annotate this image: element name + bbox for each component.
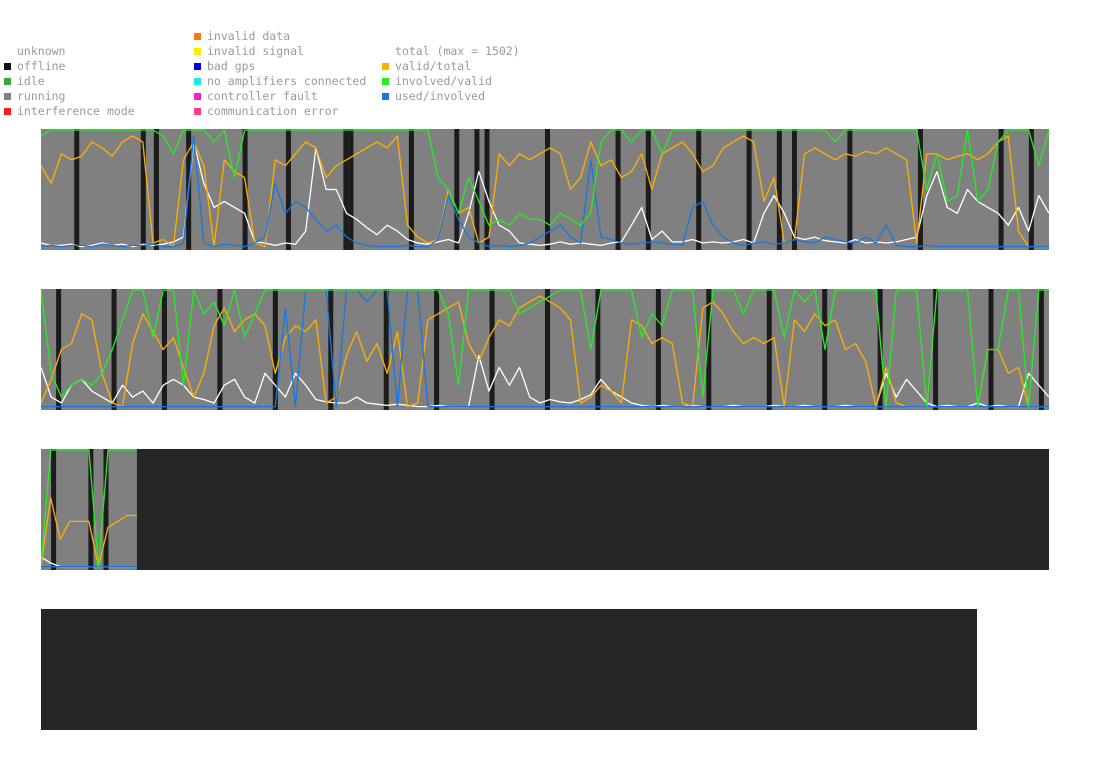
offline-mark [917,129,923,250]
series-line-valid-total [41,496,137,568]
legend-label: used/involved [395,89,486,103]
offline-mark [706,289,712,410]
status-segment-offline [136,449,1049,570]
legend-swatch [4,93,11,100]
series-line-valid-total [41,135,1049,248]
legend-label: involved/valid [395,74,492,88]
offline-mark [74,129,80,250]
legend-swatch [4,63,11,70]
offline-mark [1028,129,1034,250]
offline-mark [348,129,354,250]
offline-mark [408,129,414,250]
legend-swatch [4,78,11,85]
offline-mark [615,129,621,250]
chart-panel-4 [41,609,977,730]
legend-label: communication error [207,104,339,118]
legend-label: controller fault [207,89,318,103]
offline-mark [1038,289,1044,410]
series-line-total [41,141,1049,248]
offline-mark [153,129,159,250]
offline-mark [766,289,772,410]
offline-mark [746,129,752,250]
offline-mark [434,289,440,410]
offline-mark [847,129,853,250]
legend-label: bad gps [207,59,256,73]
chart-panel-1 [41,129,1049,250]
offline-mark [383,289,389,410]
legend-label: invalid signal [207,44,304,58]
legend-swatch [4,108,11,115]
legend-label: idle [17,74,45,88]
legend-swatch [194,48,201,55]
legend-swatch [382,63,389,70]
status-segment-offline [41,609,977,730]
offline-mark [933,289,939,410]
legend-label: total (max = 1502) [395,44,520,58]
offline-mark [645,129,651,250]
chart-svg [41,289,1049,410]
legend-label: offline [17,59,66,73]
legend-swatch [194,63,201,70]
offline-mark [545,289,550,410]
legend-label: running [17,89,66,103]
offline-mark [285,129,291,250]
chart-panel-2 [41,289,1049,410]
series-line-total [41,354,1049,408]
legend-swatch [382,93,389,100]
offline-mark [655,289,661,410]
offline-mark [103,449,109,570]
offline-mark [474,129,480,250]
offline-mark [56,289,62,410]
legend-label: interference mode [17,104,135,118]
series-line-involved-valid [41,449,137,568]
legend-swatch [382,78,389,85]
legend-swatch [194,93,201,100]
chart-svg [41,449,1049,570]
offline-mark [217,289,223,410]
offline-mark [776,129,782,250]
offline-mark [877,289,883,410]
offline-mark [272,289,278,410]
offline-mark [595,289,601,410]
offline-mark [696,129,702,250]
legend-swatch [194,108,201,115]
chart-svg [41,129,1049,250]
series-line-involved-valid [41,129,1049,226]
legend-label: no amplifiers connected [207,74,367,88]
legend-label: invalid data [207,29,291,43]
offline-mark [454,129,460,250]
offline-mark [161,289,167,410]
legend-label: unknown [17,44,66,58]
offline-mark [791,129,797,250]
offline-mark [343,129,349,250]
offline-mark [484,129,490,250]
series-line-used-involved [41,289,1049,408]
offline-mark [489,289,495,410]
legend-swatch [194,33,201,40]
series-line-used-involved [41,135,1049,248]
offline-mark [88,449,94,570]
chart-panel-3 [41,449,1049,570]
offline-mark [545,129,550,250]
legend-label: valid/total [395,59,472,73]
offline-mark [140,129,146,250]
chart-svg [41,609,977,730]
legend-swatch [194,78,201,85]
offline-mark [998,129,1004,250]
series-line-involved-valid [41,289,1049,408]
offline-mark [242,129,248,250]
offline-mark [111,289,117,410]
